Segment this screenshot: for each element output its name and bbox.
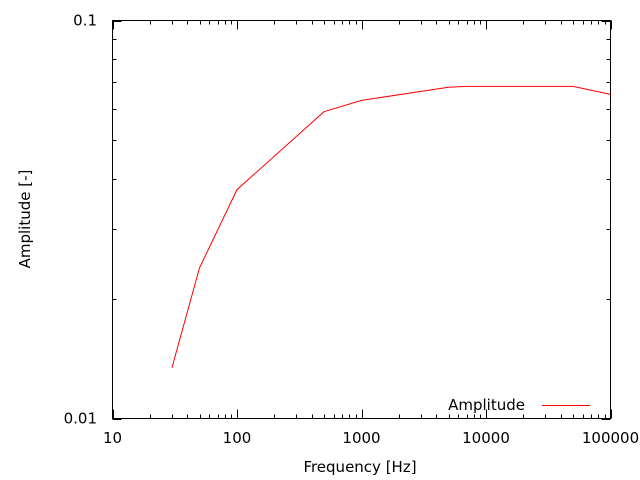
x-tick-label: 1000 xyxy=(342,429,380,447)
x-tick-label: 100 xyxy=(223,429,252,447)
tick-labels: 10 100 1000 10000 100000 0.01 0.1 xyxy=(64,12,640,448)
legend-label: Amplitude xyxy=(448,396,525,414)
ticks xyxy=(112,20,612,420)
x-tick-label: 10 xyxy=(103,429,122,447)
x-tick-label: 10000 xyxy=(462,429,510,447)
x-tick-label: 100000 xyxy=(582,429,639,447)
x-axis-label: Frequency [Hz] xyxy=(303,458,416,476)
y-tick-label: 0.1 xyxy=(73,12,97,30)
series-line-amplitude xyxy=(171,85,611,369)
y-tick-label: 0.01 xyxy=(64,410,97,428)
y-axis-label: Amplitude [-] xyxy=(16,170,34,269)
plot-frame xyxy=(112,20,611,419)
